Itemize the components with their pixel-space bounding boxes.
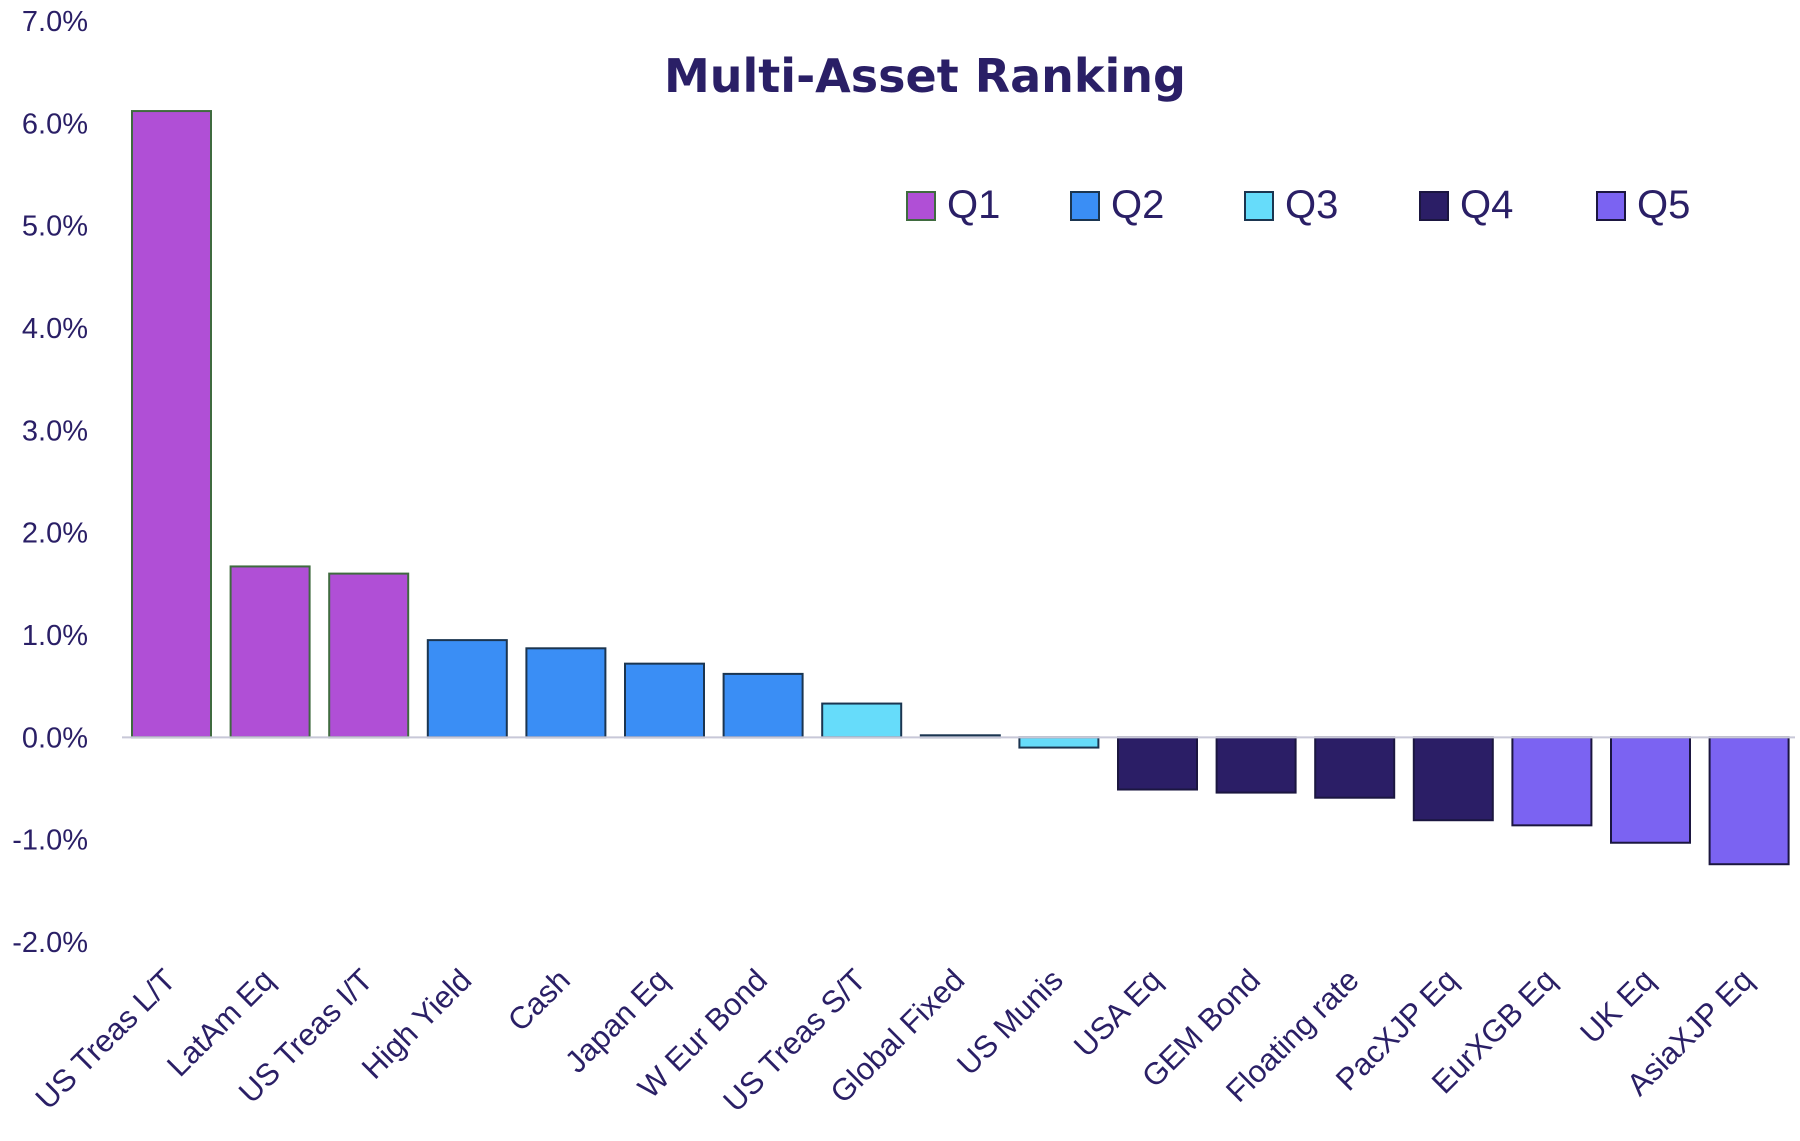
y-tick-label: 3.0% [22, 415, 88, 447]
bar [1511, 736, 1593, 827]
x-tick-label: Cash [501, 962, 577, 1038]
bar [1412, 736, 1494, 822]
legend-label: Q2 [1111, 183, 1164, 227]
bar [1018, 736, 1100, 749]
bar [1314, 736, 1396, 799]
y-tick-label: -1.0% [12, 825, 88, 857]
y-tick-label: 2.0% [22, 518, 88, 550]
x-tick-label: US Munis [950, 962, 1070, 1082]
bar [229, 565, 311, 739]
bars [131, 110, 1790, 866]
legend: Q1 Q2 Q3 Q4 Q5 [906, 183, 1690, 227]
legend-swatch [906, 191, 936, 221]
y-tick-label: 5.0% [22, 211, 88, 243]
bar [1215, 736, 1297, 794]
bar [1117, 736, 1198, 791]
bar [328, 572, 410, 739]
bar [426, 639, 508, 739]
x-tick-label: UK Eq [1573, 962, 1661, 1050]
bar [821, 702, 903, 739]
x-tick-label: US Treas L/T [29, 962, 183, 1116]
bar [1708, 736, 1790, 866]
chart-title: Multi-Asset Ranking [664, 49, 1186, 103]
legend-swatch [1070, 191, 1100, 221]
bar [722, 672, 804, 739]
legend-swatch [1419, 191, 1449, 221]
y-tick-label: 0.0% [22, 722, 88, 754]
legend-label: Q3 [1285, 183, 1338, 227]
legend-swatch [1596, 191, 1626, 221]
x-tick-label: USA Eq [1067, 962, 1169, 1064]
legend-swatch [1244, 191, 1274, 221]
bar [525, 647, 607, 739]
legend-label: Q5 [1637, 183, 1690, 227]
y-tick-label: -2.0% [12, 927, 88, 959]
y-axis: 7.0% 6.0% 5.0% 4.0% 3.0% 2.0% 1.0% 0.0% -1.0% -2.… [12, 6, 88, 959]
y-tick-label: 4.0% [22, 313, 88, 345]
y-tick-label: 6.0% [22, 108, 88, 140]
legend-label: Q1 [947, 183, 1000, 227]
bar [1610, 736, 1691, 844]
y-tick-label: 7.0% [22, 6, 88, 38]
bar [624, 662, 705, 739]
bar [131, 110, 212, 739]
legend-label: Q4 [1460, 183, 1513, 227]
y-tick-label: 1.0% [22, 620, 88, 652]
